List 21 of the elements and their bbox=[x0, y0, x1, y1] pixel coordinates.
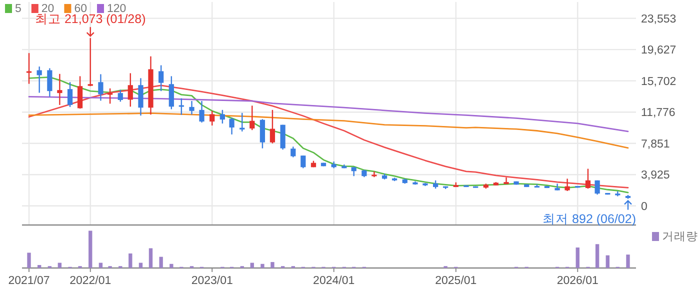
legend-label: 거래량 bbox=[662, 231, 698, 243]
x-tick-label: 2025/01 bbox=[435, 275, 477, 287]
y-tick-label: 0 bbox=[641, 200, 648, 213]
x-tick-label: 2021/07 bbox=[8, 275, 50, 287]
x-tick-label: 2022/01 bbox=[70, 275, 112, 287]
annotation: 최저 892 (06/02) bbox=[542, 212, 636, 226]
x-tick-label: 2026/01 bbox=[556, 275, 598, 287]
annotation: 최고 21,073 (01/28) bbox=[34, 12, 146, 26]
x-tick-label: 2023/01 bbox=[191, 275, 233, 287]
y-tick-label: 3,925 bbox=[641, 170, 670, 182]
y-tick-label: 15,702 bbox=[641, 76, 676, 88]
legend-label: 60 bbox=[74, 3, 87, 15]
legend-label: 120 bbox=[107, 3, 126, 15]
legend: 거래량 bbox=[652, 231, 698, 243]
x-tick-label: 2024/01 bbox=[313, 275, 355, 287]
legend-label: 5 bbox=[15, 3, 22, 15]
y-tick-label: 11,776 bbox=[641, 107, 676, 120]
legend-label: 20 bbox=[41, 3, 54, 15]
y-tick-label: 23,553 bbox=[641, 13, 676, 26]
y-tick-label: 19,627 bbox=[641, 44, 676, 57]
y-tick-label: 7,851 bbox=[641, 138, 670, 150]
